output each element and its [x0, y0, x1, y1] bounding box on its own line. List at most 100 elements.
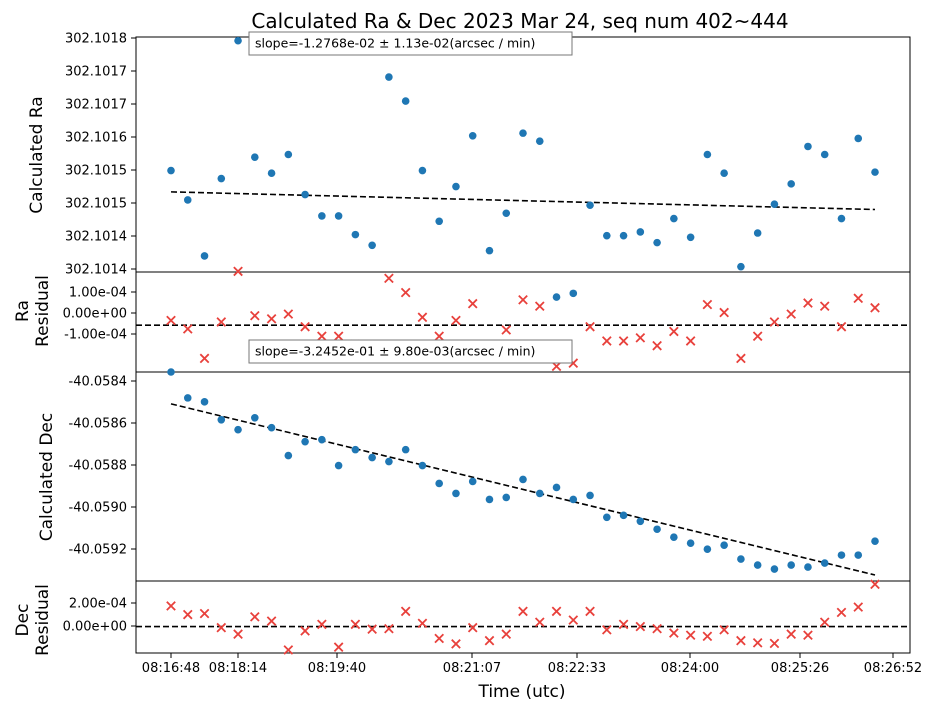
residual-point	[551, 361, 562, 372]
data-point	[502, 493, 511, 502]
residual-point	[853, 602, 864, 612]
data-point	[586, 201, 594, 210]
residual-point	[870, 579, 880, 590]
data-point	[351, 445, 360, 454]
data-point	[234, 425, 242, 434]
residual-point	[518, 295, 528, 305]
residual-point	[484, 635, 495, 646]
data-point	[183, 196, 192, 204]
residual-point	[166, 315, 176, 326]
residual-point	[266, 313, 277, 324]
residual-point	[333, 331, 344, 342]
y-tick-label: -40.0590	[69, 501, 127, 516]
data-point	[351, 230, 360, 239]
data-point	[468, 477, 477, 486]
x-tick-label: 08:19:40	[308, 661, 366, 676]
residual-point	[836, 607, 847, 618]
chart-title: Calculated Ra & Dec 2023 Mar 24, seq num…	[251, 9, 788, 33]
slope-annotation: slope=-3.2452e-01 ± 9.80e-03(arcsec / mi…	[255, 344, 535, 359]
residual-point	[182, 324, 193, 334]
data-point	[569, 495, 578, 504]
y-axis-label: Residual	[33, 584, 53, 656]
data-point	[435, 217, 443, 226]
panel-0: 302.1018 302.1017 302.1017 302.1016 302.1015…	[27, 31, 911, 301]
data-point	[519, 129, 527, 137]
residual-point	[417, 312, 428, 323]
panel-2: -40.0584 -40.0586 -40.0588 -40.0590 -40.0592…	[37, 339, 911, 582]
residual-point	[518, 606, 528, 617]
residual-point	[216, 317, 227, 327]
residual-point	[836, 321, 847, 332]
panel-frame	[135, 36, 911, 273]
x-tick-label: 08:25:26	[771, 661, 829, 676]
x-tick-label: 08:26:52	[864, 661, 922, 676]
residual-point	[719, 624, 729, 635]
residual-point	[249, 310, 260, 321]
residual-point	[702, 299, 713, 310]
residual-point	[501, 629, 512, 639]
data-point	[368, 453, 376, 462]
residual-point	[166, 601, 176, 611]
residual-point	[819, 301, 830, 312]
data-point	[502, 209, 511, 218]
residual-point	[736, 635, 746, 646]
y-tick-label: 302.1015	[65, 197, 127, 212]
residual-point	[652, 340, 662, 351]
residual-point	[400, 606, 411, 617]
residual-point	[333, 642, 344, 652]
residual-point	[803, 298, 813, 308]
residual-point	[182, 609, 193, 620]
residual-point	[300, 321, 310, 332]
data-point	[217, 174, 226, 183]
data-point	[318, 212, 326, 220]
residual-point	[233, 629, 243, 639]
residual-point	[585, 321, 595, 332]
residual-point	[719, 307, 729, 318]
residual-point	[266, 616, 277, 626]
y-tick-label: 302.1017	[65, 65, 127, 80]
residual-point	[350, 619, 361, 630]
data-point	[686, 233, 695, 242]
y-tick-label: -40.0588	[69, 459, 127, 474]
data-point	[368, 241, 376, 250]
data-point	[820, 559, 829, 567]
residual-point	[702, 631, 713, 642]
x-tick-label: 08:21:07	[443, 661, 501, 676]
data-point	[552, 483, 561, 492]
data-point	[251, 413, 259, 422]
y-tick-label: -40.0592	[69, 543, 127, 558]
slope-box	[248, 31, 573, 56]
residual-point	[384, 623, 394, 634]
data-point	[619, 511, 628, 520]
residual-point	[853, 293, 864, 304]
y-tick-label: -1.00e-04	[64, 328, 127, 343]
data-point	[670, 533, 678, 542]
data-point	[217, 415, 226, 424]
data-point	[770, 565, 779, 573]
data-point	[401, 97, 410, 105]
y-tick-label: 0.00e+00	[63, 307, 127, 322]
residual-point	[451, 315, 461, 326]
fit-line	[170, 191, 876, 211]
data-point	[804, 142, 812, 151]
residual-point	[367, 624, 377, 634]
y-tick-label: 302.1017	[65, 98, 127, 113]
data-point	[468, 132, 477, 140]
residual-point	[249, 611, 260, 622]
residual-point	[752, 637, 763, 648]
data-point	[318, 435, 326, 444]
residual-point	[233, 266, 243, 277]
data-point	[452, 489, 460, 498]
data-point	[200, 398, 209, 406]
x-tick-label: 08:24:00	[661, 661, 719, 676]
panels: 302.1018 302.1017 302.1017 302.1016 302.1015…	[13, 31, 911, 658]
panel-3: 2.00e-04 0.00e+00 Dec Residual	[13, 579, 911, 658]
data-point	[167, 368, 175, 376]
y-axis-label: Dec	[13, 604, 33, 637]
data-point	[854, 134, 863, 143]
data-point	[837, 214, 846, 223]
y-tick-label: 1.00e-04	[69, 286, 127, 301]
data-point	[183, 394, 192, 402]
residual-point	[870, 302, 880, 313]
